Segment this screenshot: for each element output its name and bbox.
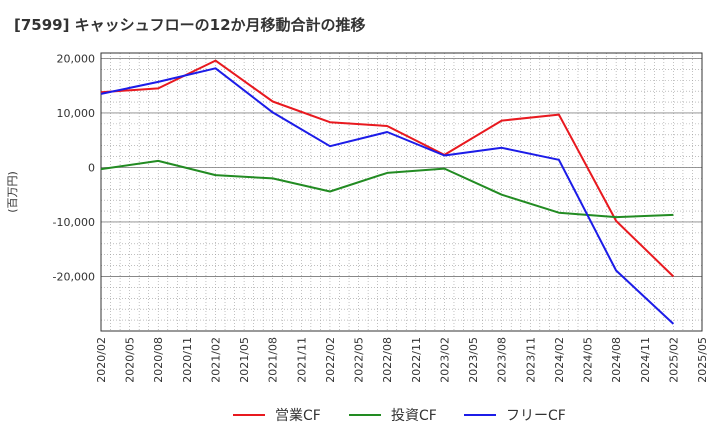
x-tick-label: 2023/05 <box>467 337 480 383</box>
x-tick-label: 2020/08 <box>152 337 165 383</box>
x-tick-label: 2024/05 <box>582 337 595 383</box>
x-tick-label: 2022/02 <box>324 337 337 383</box>
y-tick-label: -10,000 <box>53 216 95 229</box>
x-tick-label: 2024/11 <box>639 337 652 383</box>
x-tick-label: 2025/05 <box>696 337 709 383</box>
plot-frame <box>100 52 703 332</box>
x-tick-label: 2023/11 <box>524 337 537 383</box>
series-line-フリーCF <box>100 67 675 325</box>
x-tick-label: 2023/08 <box>496 337 509 383</box>
grid-lines <box>100 53 703 332</box>
legend: 営業CF 投資CF フリーCF <box>233 408 566 424</box>
plot-area <box>101 53 702 331</box>
y-tick-label: -20,000 <box>53 270 95 283</box>
y-tick-label: 20,000 <box>57 52 96 65</box>
y-axis-label: (百万円) <box>6 171 19 213</box>
series-line-投資CF <box>100 159 674 219</box>
x-tick-label: 2021/11 <box>295 337 308 383</box>
x-tick-label: 2025/02 <box>667 337 680 383</box>
x-tick-label: 2024/02 <box>553 337 566 383</box>
chart-title: [7599] キャッシュフローの12か月移動合計の推移 <box>14 16 366 34</box>
x-tick-label: 2021/08 <box>267 337 280 383</box>
x-tick-label: 2021/02 <box>209 337 222 383</box>
series-line-営業CF <box>100 59 675 278</box>
x-tick-label: 2022/05 <box>353 337 366 383</box>
x-tick-label: 2022/08 <box>381 337 394 383</box>
x-tick-label: 2023/02 <box>438 337 451 383</box>
x-tick-label: 2020/11 <box>181 337 194 383</box>
series-lines <box>100 59 675 325</box>
legend-label: 営業CF <box>275 408 321 424</box>
x-tick-label: 2021/05 <box>238 337 251 383</box>
x-tick-label: 2024/08 <box>610 337 623 383</box>
x-tick-label: 2020/05 <box>124 337 137 383</box>
y-tick-label: 0 <box>88 161 95 174</box>
axes: 20,000 10,000 0 -10,000 -20,000 (百万円) 2020/02 2… <box>6 52 709 382</box>
x-tick-label: 2020/02 <box>95 337 108 383</box>
legend-label: フリーCF <box>506 408 566 424</box>
legend-label: 投資CF <box>391 408 437 424</box>
x-tick-label: 2022/11 <box>410 337 423 383</box>
y-tick-label: 10,000 <box>57 107 96 120</box>
